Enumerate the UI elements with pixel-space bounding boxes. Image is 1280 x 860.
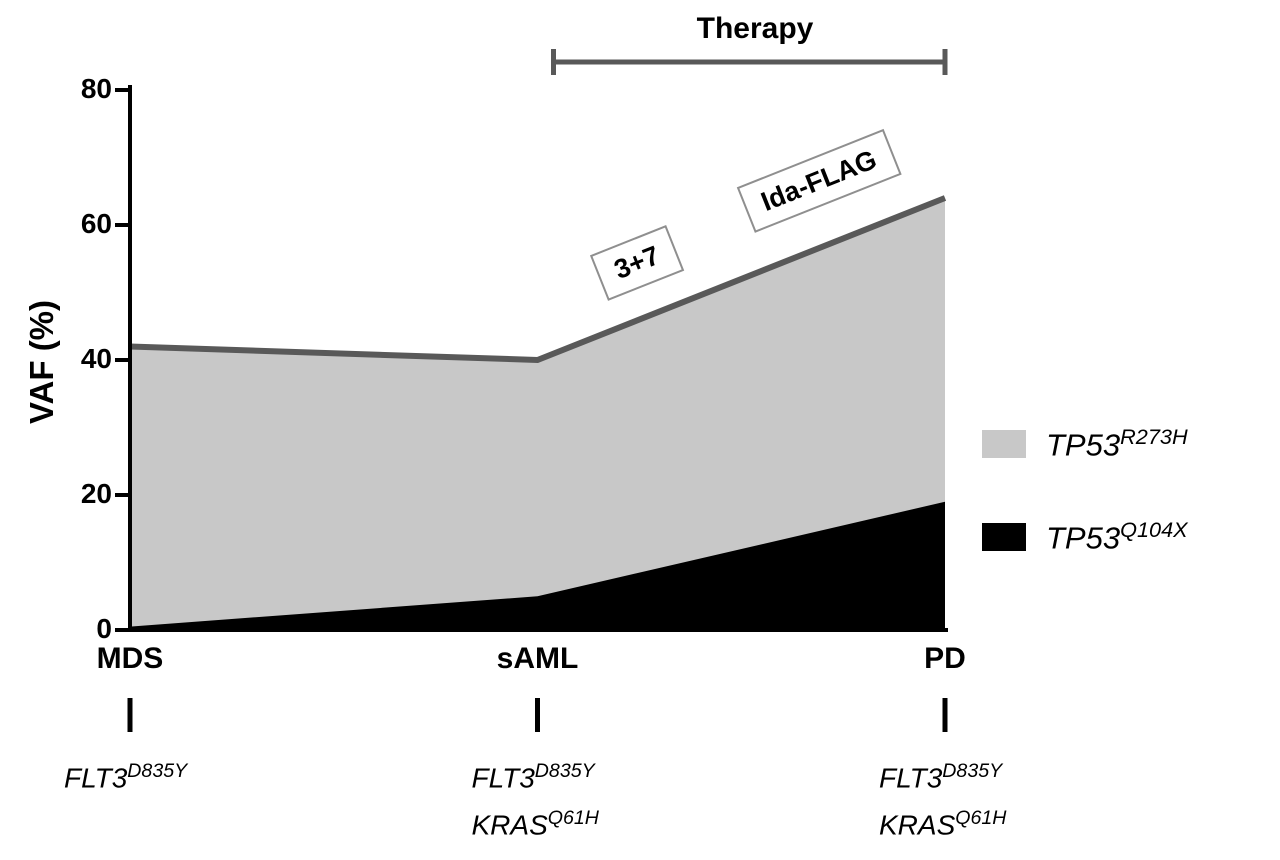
y-axis-title: VAF (%) [23, 299, 60, 425]
y-tick-label: 40 [80, 343, 112, 374]
y-tick-label: 0 [96, 613, 112, 644]
legend: TP53R273H TP53Q104X [982, 424, 1188, 611]
therapy-label: Therapy [696, 12, 814, 45]
legend-swatch-gray [982, 429, 1026, 458]
legend-gene: TP53 [1046, 427, 1121, 463]
x-category-label-mds: MDS [96, 642, 164, 675]
legend-variant: R273H [1120, 424, 1188, 449]
area-edge-TP53-R273H [129, 195, 947, 364]
legend-label-tp53-r273h: TP53R273H [1046, 424, 1188, 463]
area-TP53-Q104X [130, 501, 945, 630]
legend-item-tp53-r273h: TP53R273H [982, 424, 1188, 463]
legend-label-tp53-q104x: TP53Q104X [1046, 517, 1188, 556]
mutation-label-flt3: FLT3D835Y [879, 760, 1003, 794]
mutation-label-kras: KRASQ61H [879, 807, 1007, 841]
y-tick-label: 60 [80, 208, 112, 239]
legend-swatch-black [982, 522, 1026, 551]
mutation-label-kras: KRASQ61H [471, 807, 599, 841]
x-category-label-pd: PD [924, 642, 966, 675]
y-tick-label: 80 [80, 73, 112, 104]
area-TP53-R273H [130, 198, 945, 630]
mutation-label-flt3: FLT3D835Y [471, 760, 595, 794]
x-category-label-saml: sAML [496, 642, 579, 675]
legend-item-tp53-q104x: TP53Q104X [982, 517, 1188, 556]
legend-gene: TP53 [1046, 520, 1121, 556]
y-tick-label: 20 [80, 478, 112, 509]
legend-variant: Q104X [1120, 517, 1188, 543]
mutation-label-flt3: FLT3D835Y [64, 760, 188, 794]
